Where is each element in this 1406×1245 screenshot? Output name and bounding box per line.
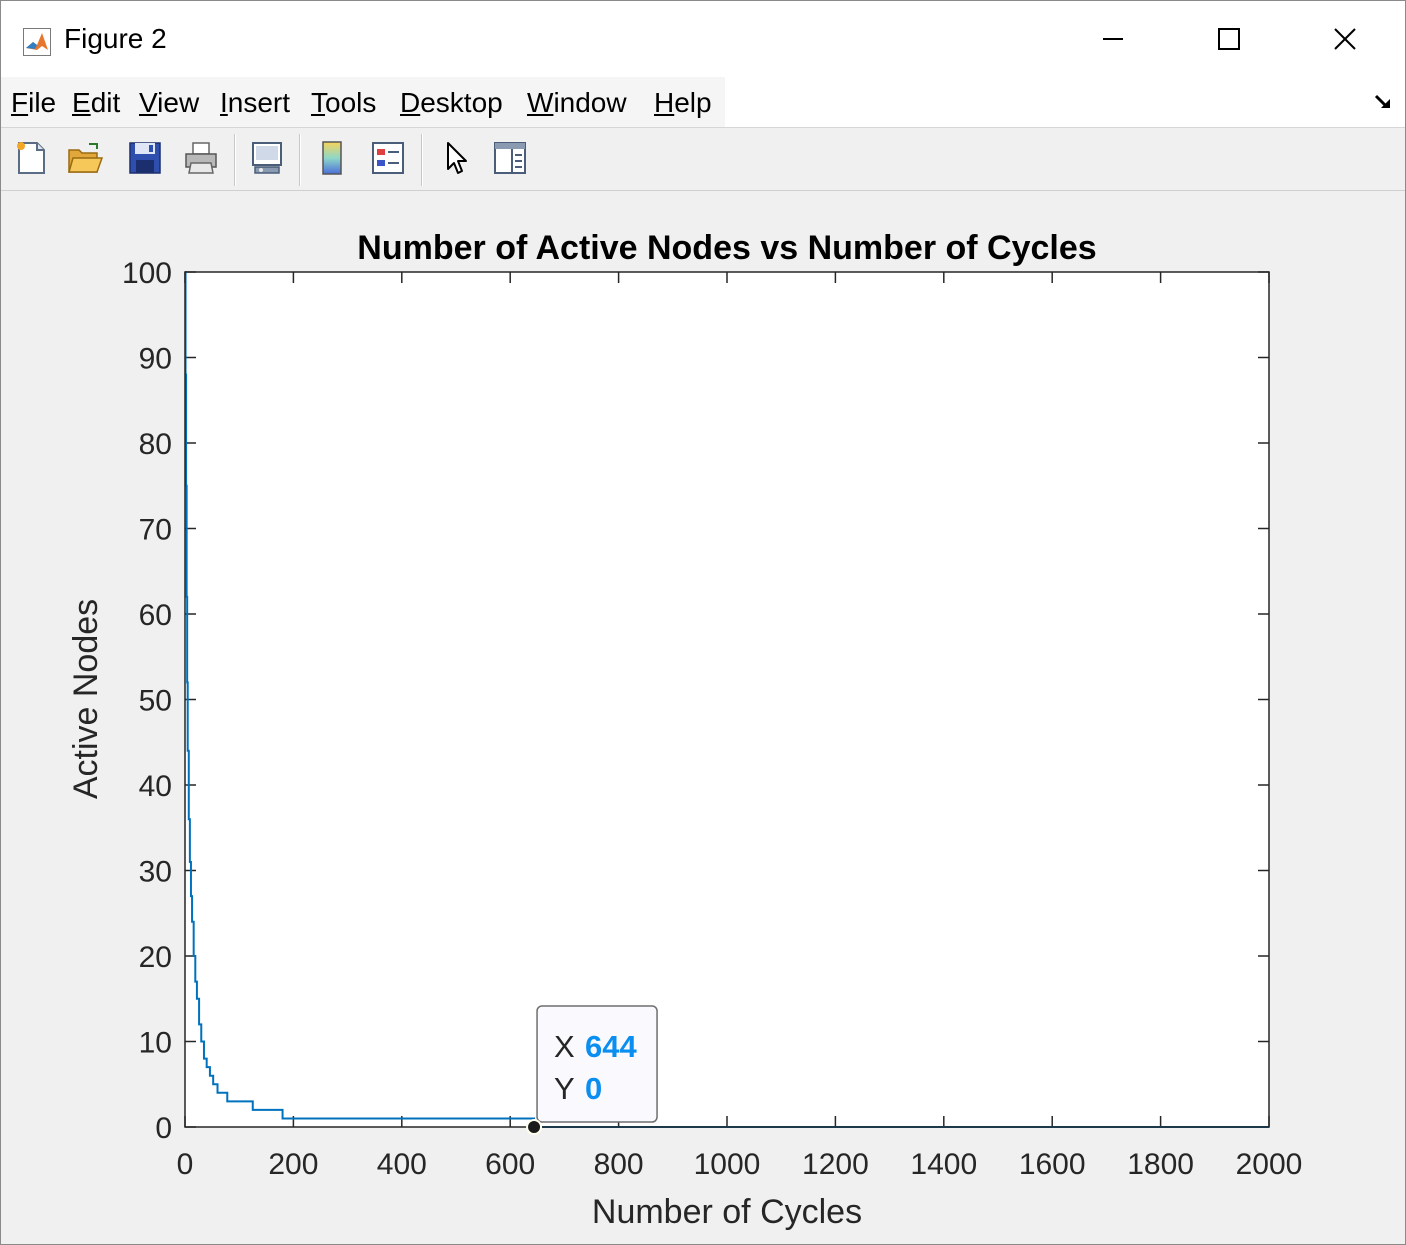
chart-title: Number of Active Nodes vs Number of Cycl… — [357, 229, 1096, 267]
x-tick-label: 800 — [594, 1148, 644, 1181]
menu-view[interactable]: View — [139, 87, 200, 118]
x-tick-label: 1200 — [802, 1148, 869, 1181]
data-tip-y-label: Y — [554, 1071, 575, 1106]
axes-background[interactable] — [185, 272, 1269, 1127]
menu-bar: File Edit View Insert Tools Desktop Wind… — [1, 77, 1405, 128]
toolbar-separator — [234, 134, 236, 186]
matlab-icon — [23, 28, 51, 56]
x-axis-label: Number of Cycles — [592, 1193, 862, 1231]
x-tick-label: 600 — [485, 1148, 535, 1181]
link-plot-icon — [252, 142, 282, 174]
menu-edit[interactable]: Edit — [72, 87, 121, 118]
legend-icon — [372, 142, 404, 174]
minimize-icon — [1103, 38, 1123, 40]
menu-insert[interactable]: Insert — [220, 87, 291, 118]
menu-file[interactable]: File — [11, 87, 57, 118]
y-tick-label: 60 — [139, 599, 172, 632]
figure-canvas: Number of Active Nodes vs Number of Cycl… — [3, 191, 1403, 1243]
x-tick-label: 400 — [377, 1148, 427, 1181]
save-button[interactable] — [123, 136, 167, 180]
menu-help[interactable]: Help — [654, 87, 712, 118]
new-figure-button[interactable] — [9, 136, 53, 180]
edit-plot-button[interactable] — [433, 136, 477, 180]
x-tick-labels: 0 200 400 600 800 1000 1200 1400 1600 1800 2000 — [177, 1148, 1303, 1181]
axes-box — [184, 271, 1270, 1128]
y-tick-label: 50 — [139, 685, 172, 718]
y-tick-label: 80 — [139, 428, 172, 461]
figure-toolbar — [1, 128, 1405, 191]
y-tick-label: 20 — [139, 941, 172, 974]
data-tip-box — [536, 1005, 658, 1123]
menu-strip: File Edit View Insert Tools Desktop Wind… — [1, 77, 725, 127]
x-tick-label: 2000 — [1236, 1148, 1303, 1181]
toolbar-separator — [299, 134, 301, 186]
data-tip-marker[interactable] — [526, 1119, 543, 1135]
y-axis-label: Active Nodes — [67, 599, 105, 799]
y-tick-label: 30 — [139, 856, 172, 889]
open-file-icon — [68, 143, 103, 173]
plot-svg: Number of Active Nodes vs Number of Cycl… — [67, 229, 1303, 1231]
print-icon — [185, 142, 217, 174]
window-title: Figure 2 — [64, 23, 167, 54]
x-tick-label: 1000 — [694, 1148, 761, 1181]
save-icon — [129, 142, 161, 174]
property-inspector-icon — [494, 142, 526, 174]
data-tip[interactable]: X 644 Y 0 — [526, 1005, 658, 1135]
close-button[interactable] — [1287, 1, 1403, 77]
legend-button[interactable] — [366, 136, 410, 180]
y-tick-label: 0 — [155, 1112, 172, 1145]
print-button[interactable] — [179, 136, 223, 180]
x-tick-label: 1400 — [910, 1148, 977, 1181]
colorbar-icon — [322, 141, 342, 175]
maximize-button[interactable] — [1171, 1, 1287, 77]
property-inspector-button[interactable] — [488, 136, 532, 180]
maximize-icon — [1218, 28, 1240, 50]
colorbar-button[interactable] — [310, 136, 354, 180]
dock-figure-icon[interactable] — [1373, 91, 1395, 113]
y-tick-label: 10 — [139, 1027, 172, 1060]
y-tick-label: 90 — [139, 343, 172, 376]
title-bar: Figure 2 — [1, 1, 1405, 77]
y-tick-labels: 0 10 20 30 40 50 60 70 80 90 100 — [122, 257, 172, 1145]
link-plot-button[interactable] — [245, 136, 289, 180]
minimize-button[interactable] — [1055, 1, 1171, 77]
close-icon — [1334, 28, 1356, 50]
y-tick-label: 40 — [139, 770, 172, 803]
toolbar-separator — [421, 134, 423, 186]
data-tip-x-value: 644 — [585, 1029, 637, 1064]
open-file-button[interactable] — [63, 136, 107, 180]
edit-plot-icon — [447, 142, 467, 174]
menu-tools[interactable]: Tools — [311, 87, 377, 118]
x-tick-label: 1600 — [1019, 1148, 1086, 1181]
x-tick-label: 1800 — [1127, 1148, 1194, 1181]
new-figure-icon — [17, 142, 45, 174]
series-line[interactable] — [184, 271, 1269, 1128]
y-tick-label: 100 — [122, 257, 172, 290]
menu-desktop[interactable]: Desktop — [400, 87, 503, 118]
data-tip-y-value: 0 — [585, 1071, 602, 1106]
menu-window[interactable]: Window — [527, 87, 627, 118]
x-tick-label: 200 — [268, 1148, 318, 1181]
x-tick-label: 0 — [177, 1148, 194, 1181]
data-tip-x-label: X — [554, 1029, 575, 1064]
y-tick-label: 70 — [139, 514, 172, 547]
